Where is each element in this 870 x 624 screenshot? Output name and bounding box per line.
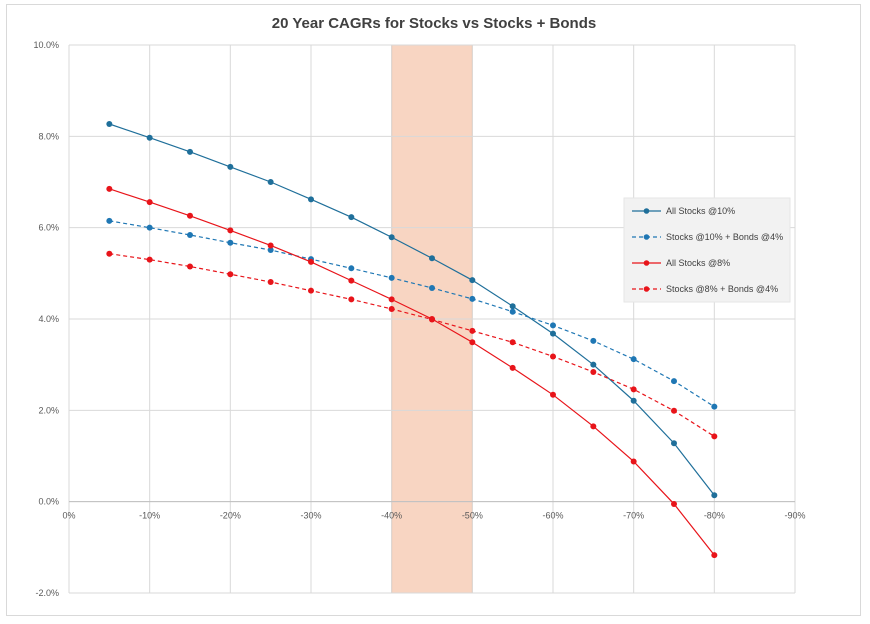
y-tick-label: 0.0% xyxy=(38,497,59,507)
data-point xyxy=(630,356,637,363)
y-tick-label: 4.0% xyxy=(38,314,59,324)
data-point xyxy=(671,500,677,507)
y-tick-label: 6.0% xyxy=(38,223,59,233)
data-point xyxy=(348,265,355,272)
data-point xyxy=(227,239,234,246)
data-point xyxy=(146,256,153,263)
data-point xyxy=(630,458,637,465)
data-point xyxy=(509,339,516,346)
data-point xyxy=(308,258,314,265)
x-tick-label: -30% xyxy=(300,511,321,521)
data-point xyxy=(509,364,516,371)
data-point xyxy=(267,179,274,185)
data-point xyxy=(388,296,395,303)
series-layer xyxy=(106,121,718,559)
data-point xyxy=(227,227,234,234)
data-point xyxy=(348,277,355,284)
data-point xyxy=(469,327,476,334)
series-line-3 xyxy=(109,188,715,556)
y-tick-label: 8.0% xyxy=(38,131,59,141)
data-point xyxy=(187,263,193,270)
legend-swatch-marker xyxy=(643,208,650,214)
data-point xyxy=(308,196,314,203)
legend-entry-label: All Stocks @10% xyxy=(666,206,735,216)
data-point xyxy=(550,391,556,398)
data-point xyxy=(348,296,355,303)
data-point xyxy=(227,163,234,170)
x-tick-label: -80% xyxy=(704,511,725,521)
legend-entry-label: Stocks @8% + Bonds @4% xyxy=(666,284,778,294)
data-point xyxy=(711,433,718,440)
legend-swatch-marker xyxy=(643,260,650,266)
data-point xyxy=(146,199,153,206)
data-point xyxy=(187,148,193,155)
data-point xyxy=(388,305,395,312)
data-point xyxy=(308,287,314,294)
data-point xyxy=(429,255,435,262)
x-tick-label: -10% xyxy=(139,511,160,521)
data-point xyxy=(106,250,113,257)
series-line-1 xyxy=(109,123,715,496)
legend-swatch-marker xyxy=(643,286,650,292)
data-point xyxy=(106,185,113,192)
y-tick-label: -2.0% xyxy=(35,588,59,598)
gridlines xyxy=(68,44,796,594)
data-point xyxy=(106,217,113,224)
chart-title: 20 Year CAGRs for Stocks vs Stocks + Bon… xyxy=(272,15,596,32)
legend-entry-label: Stocks @10% + Bonds @4% xyxy=(666,232,783,242)
data-point xyxy=(469,339,476,346)
data-point xyxy=(146,224,153,231)
data-point xyxy=(711,492,718,499)
data-point xyxy=(388,234,395,241)
data-point xyxy=(267,247,274,254)
x-tick-label: -20% xyxy=(220,511,241,521)
tick-labels: 0% -10% -20% -30% -40% -50% -60% -70% -80% -90% -2… xyxy=(33,40,805,598)
data-point xyxy=(227,271,234,278)
legend-entry-label: All Stocks @8% xyxy=(666,258,730,268)
x-tick-label: -60% xyxy=(542,511,563,521)
data-point xyxy=(348,214,355,221)
data-point xyxy=(187,231,193,238)
data-point xyxy=(469,295,476,302)
data-point xyxy=(671,407,677,414)
data-point xyxy=(267,242,274,249)
data-point xyxy=(106,121,113,128)
data-point xyxy=(267,279,274,286)
legend: All Stocks @10% Stocks @10% + Bonds @4% Al… xyxy=(623,197,791,303)
data-point xyxy=(711,552,718,559)
x-tick-label: -90% xyxy=(784,511,805,521)
data-point xyxy=(590,337,597,344)
x-tick-label: -70% xyxy=(623,511,644,521)
data-point xyxy=(187,212,193,219)
data-point xyxy=(469,277,476,284)
data-point xyxy=(671,440,677,447)
series-line-2 xyxy=(109,220,715,408)
data-point xyxy=(671,378,677,385)
data-point xyxy=(550,330,556,337)
legend-box xyxy=(623,197,791,303)
legend-swatch-marker xyxy=(643,234,650,240)
data-point xyxy=(550,322,556,329)
y-tick-label: 2.0% xyxy=(38,405,59,415)
data-point xyxy=(711,403,718,410)
data-point xyxy=(590,423,597,430)
data-point xyxy=(630,397,637,404)
series-line-4 xyxy=(109,253,715,437)
x-tick-label: -40% xyxy=(381,511,402,521)
data-point xyxy=(388,274,395,281)
data-point xyxy=(509,308,516,315)
x-tick-label: 0% xyxy=(62,511,75,521)
data-point xyxy=(630,386,637,393)
y-tick-label: 10.0% xyxy=(33,40,59,50)
data-point xyxy=(429,316,435,323)
data-point xyxy=(590,368,597,375)
data-point xyxy=(509,303,516,310)
data-point xyxy=(146,134,153,141)
x-tick-label: -50% xyxy=(462,511,483,521)
data-point xyxy=(550,353,556,360)
data-point xyxy=(429,284,435,291)
data-point xyxy=(590,361,597,368)
